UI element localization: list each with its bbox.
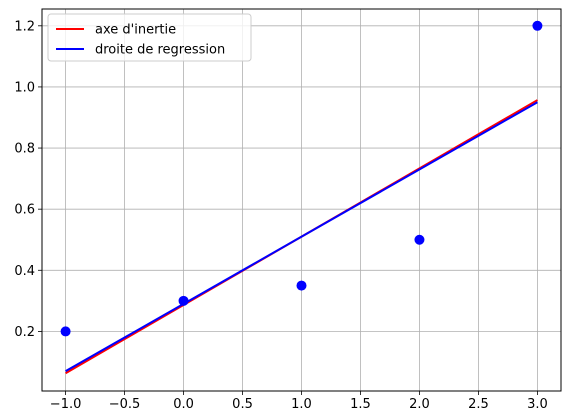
data-point [178,295,189,306]
y-tick-label: 1.2 [14,19,35,34]
plot-points [60,20,543,337]
y-tick-label: 0.8 [14,142,35,157]
data-point [414,234,425,245]
data-point [60,326,71,337]
x-tick-label: 0.0 [173,397,194,412]
plot-lines [65,99,538,375]
x-tick-label: 2.0 [409,397,430,412]
y-tick-label: 0.2 [14,325,35,340]
x-tick-label: 1.5 [350,397,371,412]
x-tick-label: 3.0 [527,397,548,412]
x-tick-label: 0.5 [232,397,253,412]
y-axis-ticks: 0.2 0.4 0.6 0.8 1.0 1.2 [14,19,42,340]
legend-box [47,13,252,62]
y-tick-label: 1.0 [14,80,35,95]
data-point [532,20,543,31]
x-tick-label: 1.0 [291,397,312,412]
grid [42,9,561,391]
data-point [296,280,307,291]
x-tick-label: −1.0 [50,397,82,412]
legend-label-0: axe d'inertie [95,23,176,38]
x-tick-label: −0.5 [109,397,141,412]
x-axis-ticks: −1.0 −0.5 0.0 0.5 1.0 1.5 2.0 2.5 3.0 [50,391,548,412]
legend: axe d'inertie droite de regression [47,13,252,62]
legend-label-1: droite de regression [95,43,225,58]
y-tick-label: 0.4 [14,264,35,279]
series-line-1 [65,101,538,373]
x-tick-label: 2.5 [468,397,489,412]
y-tick-label: 0.6 [14,203,35,218]
